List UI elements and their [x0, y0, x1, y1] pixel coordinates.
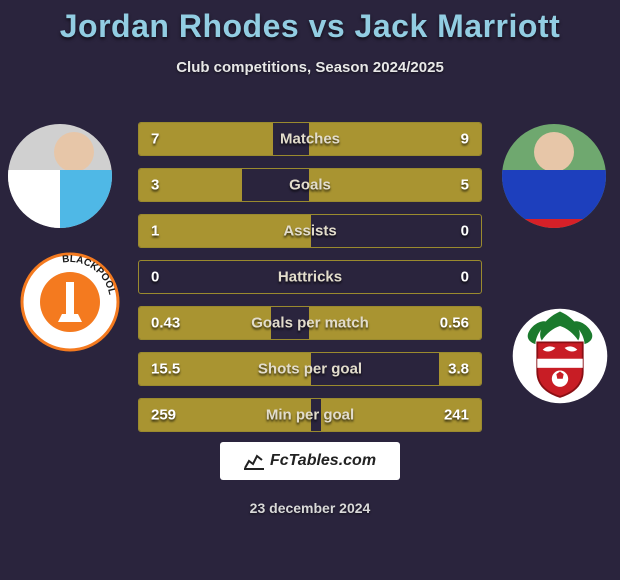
stat-value-left: 1	[151, 223, 159, 240]
club-left-crest: BLACKPOOL	[20, 252, 120, 352]
stat-value-right: 9	[461, 131, 469, 148]
stat-label: Goals per match	[251, 315, 369, 332]
stat-row: 1 0 Assists	[138, 214, 482, 248]
subtitle: Club competitions, Season 2024/2025	[0, 59, 620, 76]
stat-value-right: 0.56	[440, 315, 469, 332]
bar-right	[309, 169, 481, 201]
stat-row: 0 0 Hattricks	[138, 260, 482, 294]
stat-row: 3 5 Goals	[138, 168, 482, 202]
stat-value-left: 0	[151, 269, 159, 286]
stat-value-left: 15.5	[151, 361, 180, 378]
stats-table: 7 9 Matches 3 5 Goals 1 0 Assists 0 0 Hattricks 0.43…	[138, 122, 482, 444]
stat-row: 259 241 Min per goal	[138, 398, 482, 432]
stat-label: Goals	[289, 177, 331, 194]
stat-value-right: 3.8	[448, 361, 469, 378]
brand-badge: FcTables.com	[220, 442, 400, 480]
stat-label: Matches	[280, 131, 340, 148]
stat-value-right: 5	[461, 177, 469, 194]
stat-value-left: 0.43	[151, 315, 180, 332]
stat-row: 15.5 3.8 Shots per goal	[138, 352, 482, 386]
stat-value-right: 0	[461, 269, 469, 286]
brand-text: FcTables.com	[270, 452, 376, 470]
stat-row: 0.43 0.56 Goals per match	[138, 306, 482, 340]
player-right-avatar	[502, 124, 606, 228]
club-right-crest	[510, 306, 610, 406]
stat-row: 7 9 Matches	[138, 122, 482, 156]
page-title: Jordan Rhodes vs Jack Marriott	[0, 0, 620, 45]
stat-value-right: 0	[461, 223, 469, 240]
chart-icon	[244, 452, 264, 470]
stat-value-right: 241	[444, 407, 469, 424]
stat-label: Min per goal	[266, 407, 354, 424]
date-text: 23 december 2024	[250, 500, 371, 516]
stat-label: Shots per goal	[258, 361, 362, 378]
stat-label: Hattricks	[278, 269, 342, 286]
stat-value-left: 259	[151, 407, 176, 424]
stat-label: Assists	[283, 223, 336, 240]
player-left-avatar	[8, 124, 112, 228]
stat-value-left: 3	[151, 177, 159, 194]
stat-value-left: 7	[151, 131, 159, 148]
wrexham-crest-icon	[510, 301, 610, 411]
blackpool-crest-icon: BLACKPOOL	[20, 252, 120, 352]
